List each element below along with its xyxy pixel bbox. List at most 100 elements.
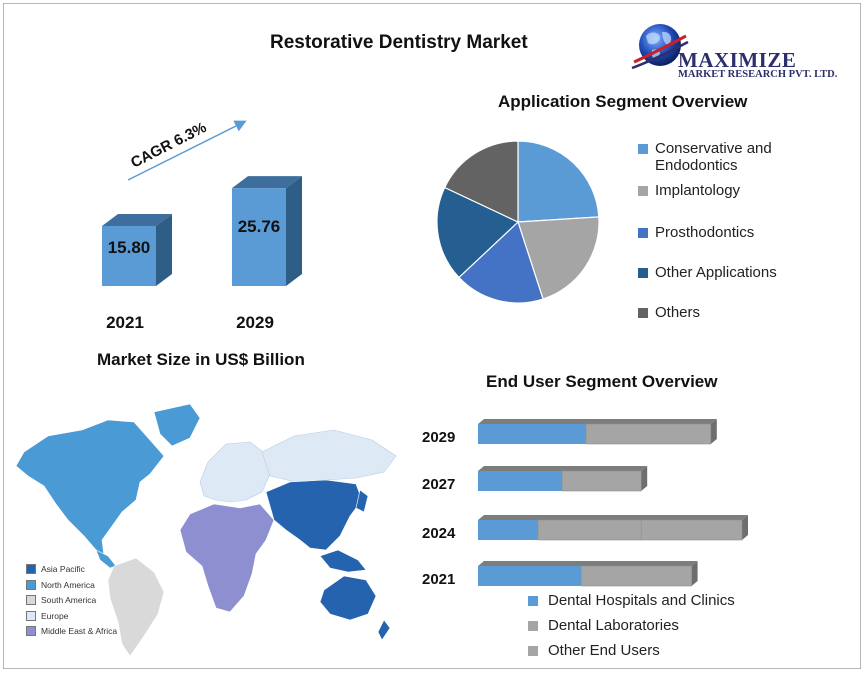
map-legend-item-1: North America [26, 579, 95, 590]
legend-swatch [638, 144, 648, 154]
bar-segment-2021-0 [478, 566, 582, 586]
map-legend-item-2: South America [26, 595, 96, 605]
map-region-south-america [107, 557, 165, 657]
map-region-australia [319, 575, 377, 621]
legend-item-1: Dental Laboratories [528, 617, 679, 634]
bar-2021 [102, 225, 156, 286]
logo-name: MAXIMIZE [678, 48, 797, 72]
map-legend-label: Asia Pacific [41, 564, 85, 574]
map-region-north-asia [261, 429, 397, 483]
bar-value-label-2021: 15.80 [108, 238, 151, 257]
map-legend-item-0: Asia Pacific [26, 564, 85, 574]
map-legend-swatch [26, 610, 36, 621]
bar-top-2029 [232, 176, 302, 189]
map-legend-swatch [26, 626, 36, 636]
application-chart-title: Application Segment Overview [498, 92, 748, 111]
legend-label: Implantology [655, 182, 741, 199]
bar-segment-2029-0 [478, 424, 586, 444]
page-title: Restorative Dentistry Market [270, 32, 528, 53]
bar-segment-2024-1 [537, 519, 642, 541]
legend-label: Others [655, 304, 701, 321]
map-region-japan [355, 489, 369, 513]
map-region-new-zealand [377, 619, 391, 641]
legend-label: Prosthodontics [655, 224, 755, 241]
bar-category-label-2024: 2024 [422, 525, 456, 542]
globe-icon [631, 24, 689, 70]
map-legend-item-4: Middle East & Africa [26, 626, 117, 636]
legend-item-1: Implantology [638, 182, 740, 199]
map-legend-swatch [26, 595, 36, 605]
legend-item-4: Others [638, 304, 700, 321]
bar-side-2024 [742, 515, 748, 540]
bar-segment-2027-1 [561, 470, 642, 492]
infographic-frame [3, 3, 861, 669]
bar-category-label-2029: 2029 [422, 429, 455, 446]
legend-swatch [528, 620, 538, 631]
legend-label: Dental Laboratories [548, 617, 679, 634]
bar-top-2021 [102, 213, 172, 226]
bar-segment-2027-0 [478, 471, 562, 491]
legend-swatch [638, 308, 648, 318]
map-legend-label: South America [41, 595, 97, 605]
pie-slice-3 [436, 186, 520, 279]
logo-subtitle: MARKET RESEARCH PVT. LTD. [678, 69, 838, 80]
legend-item-2: Other End Users [528, 642, 660, 659]
legend-swatch [638, 268, 648, 278]
bar-segment-2024-2 [640, 519, 743, 541]
legend-swatch [528, 645, 538, 656]
map-region-greenland [153, 403, 201, 447]
bar-segment-2029-1 [585, 423, 712, 445]
bar-top-2029 [478, 419, 717, 424]
market-size-chart-title: Market Size in US$ Billion [97, 350, 305, 369]
map-legend-swatch [26, 564, 36, 574]
bar-category-label-2027: 2027 [422, 476, 455, 493]
legend-label: Other End Users [548, 642, 660, 659]
pie-slice-1 [517, 216, 600, 300]
bar-top-2024 [478, 515, 748, 520]
map-region-middle-east-africa [179, 503, 275, 613]
legend-label: Other Applications [655, 264, 777, 281]
legend-item-0: Dental Hospitals and Clinics [528, 592, 735, 609]
bar-side-2021 [156, 213, 172, 286]
pie-slice-4 [443, 140, 519, 223]
legend-item-3: Other Applications [638, 264, 777, 281]
bar-category-label-2029: 2029 [236, 313, 274, 332]
map-region-asia-pacific [265, 479, 363, 551]
legend-item-0: Conservative and Endodontics [638, 140, 790, 174]
bar-side-2029 [286, 176, 302, 286]
bar-segment-2024-0 [478, 520, 538, 540]
world-map [15, 403, 397, 657]
pie-slice-0 [517, 140, 600, 223]
end-user-bar-chart: 2029 2027 2024 2021 [422, 419, 748, 588]
bar-side-2029 [710, 419, 717, 444]
end-user-chart-title: End User Segment Overview [486, 372, 718, 391]
map-legend-item-3: Europe [26, 610, 68, 621]
legend-swatch [528, 595, 538, 606]
bar-2029 [232, 188, 286, 286]
pie-slice-2 [458, 220, 544, 304]
bar-value-label-2029: 25.76 [238, 217, 281, 236]
bar-side-2021 [691, 561, 698, 586]
bar-category-label-2021: 2021 [106, 313, 144, 332]
bar-side-2027 [641, 466, 648, 491]
application-pie-chart [436, 140, 600, 304]
map-region-north-america [15, 419, 165, 557]
map-legend-label: North America [41, 579, 95, 590]
legend-label: Dental Hospitals and Clinics [548, 592, 735, 609]
map-legend-label: Middle East & Africa [41, 626, 118, 636]
legend-swatch [638, 228, 648, 238]
legend-swatch [638, 186, 648, 196]
company-logo: MAXIMIZE MARKET RESEARCH PVT. LTD. [630, 18, 855, 80]
map-region-central-america [95, 549, 117, 569]
cagr-arrow [127, 120, 247, 181]
legend-label: Conservative and Endodontics [655, 140, 772, 174]
bar-top-2027 [478, 466, 648, 471]
map-region-southeast-asia [319, 549, 367, 573]
map-region-europe [199, 441, 271, 503]
bar-top-2021 [478, 561, 698, 566]
bar-segment-2021-1 [580, 565, 692, 587]
map-legend-swatch [26, 579, 36, 590]
bar-category-label-2021: 2021 [422, 571, 455, 588]
legend-item-2: Prosthodontics [638, 224, 754, 241]
